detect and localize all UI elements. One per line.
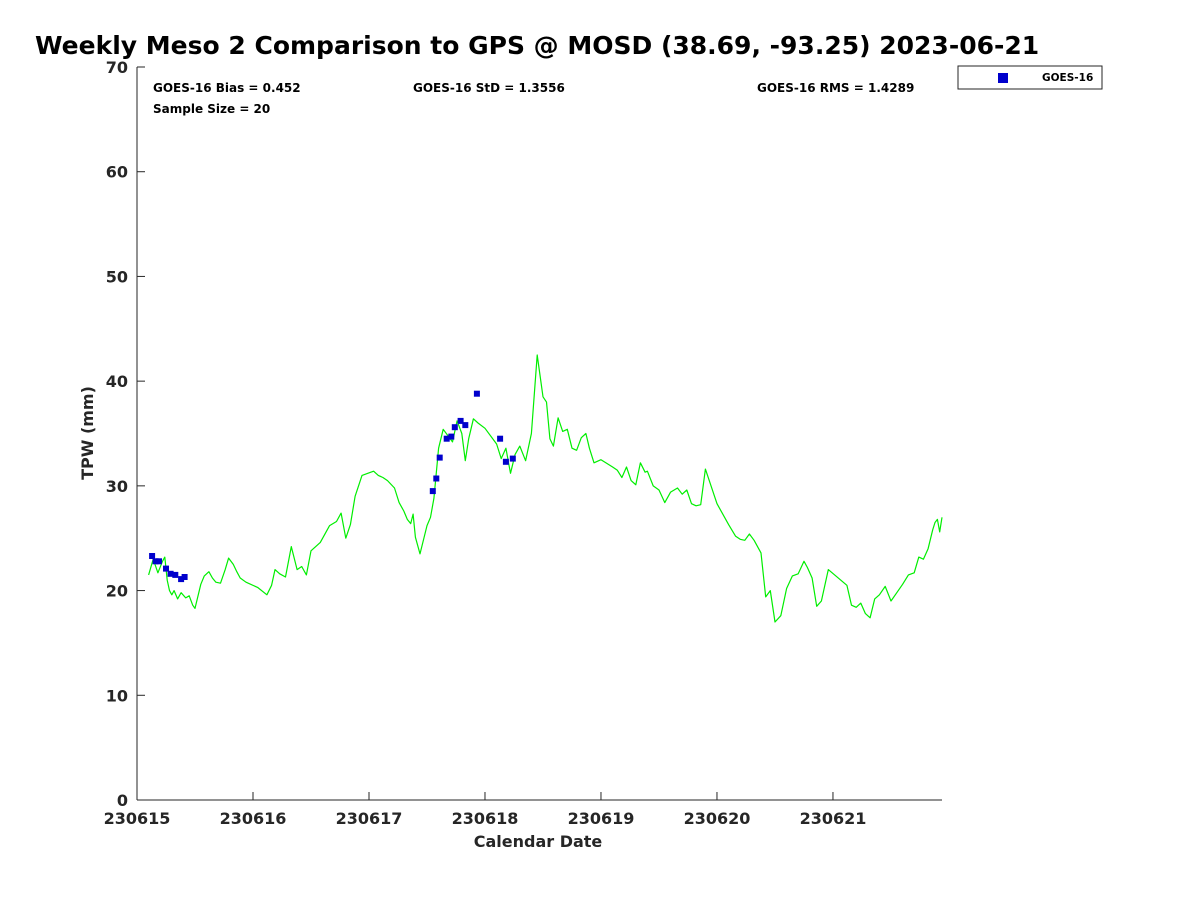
- goes-16-point: [163, 565, 169, 572]
- rms-stat: GOES-16 RMS = 1.4289: [757, 81, 914, 95]
- goes-16-point: [457, 417, 464, 424]
- goes-16-point: [149, 553, 156, 559]
- goes-16-point: [509, 455, 516, 462]
- y-tick-labels: 0 10 20 30 40 50 60 70: [106, 58, 128, 810]
- goes-16-point: [436, 454, 443, 461]
- x-tick-label: 230616: [220, 809, 287, 828]
- goes-16-point: [497, 435, 504, 442]
- sample-size-stat: Sample Size = 20: [153, 102, 270, 116]
- y-tick-label: 0: [117, 791, 128, 810]
- goes-16-point: [178, 576, 185, 583]
- legend-box: [957, 65, 1103, 90]
- plot-area: [137, 67, 942, 800]
- y-tick-label: 10: [106, 686, 128, 705]
- legend-marker-goes-16: [998, 73, 1008, 83]
- x-tick-label: 230621: [800, 809, 867, 828]
- x-tick-labels: 230615 230616 230617 230618 230619 230620 2306…: [104, 809, 867, 828]
- goes-16-point: [181, 574, 188, 580]
- y-axis-label: TPW (mm): [78, 386, 97, 480]
- legend: GOES-16: [957, 65, 1103, 90]
- x-tick-label: 230617: [336, 809, 403, 828]
- goes-16-point: [156, 558, 162, 565]
- goes-16-point: [473, 390, 480, 397]
- bias-stat: GOES-16 Bias = 0.452: [153, 81, 301, 95]
- goes-16-point: [433, 475, 440, 482]
- gps-series: [148, 354, 943, 623]
- y-tick-label: 20: [106, 582, 128, 601]
- y-tick-label: 30: [106, 477, 128, 496]
- goes-16-point: [167, 570, 174, 577]
- std-stat: GOES-16 StD = 1.3556: [413, 81, 565, 95]
- y-tick-label: 60: [106, 163, 128, 182]
- goes-16-point: [443, 435, 450, 442]
- x-tick-label: 230618: [452, 809, 519, 828]
- y-tick-label: 70: [106, 58, 128, 77]
- goes-16-point: [448, 433, 455, 440]
- goes-16-series: [149, 390, 516, 583]
- x-tick-label: 230619: [568, 809, 635, 828]
- y-tick-label: 40: [106, 372, 128, 391]
- chart-title: Weekly Meso 2 Comparison to GPS @ MOSD (…: [35, 31, 1039, 60]
- goes-16-point: [451, 424, 458, 431]
- legend-label-goes-16: GOES-16: [1042, 72, 1093, 84]
- y-tick-label: 50: [106, 267, 128, 286]
- goes-16-point: [429, 488, 436, 495]
- goes-16-point: [502, 458, 509, 465]
- x-tick-label: 230615: [104, 809, 171, 828]
- x-tick-label: 230620: [684, 809, 751, 828]
- gps-series-line: [148, 354, 943, 623]
- goes-16-point: [172, 571, 179, 578]
- x-axis-label: Calendar Date: [474, 832, 603, 851]
- goes-16-point: [462, 422, 469, 429]
- goes-16-point: [152, 558, 159, 565]
